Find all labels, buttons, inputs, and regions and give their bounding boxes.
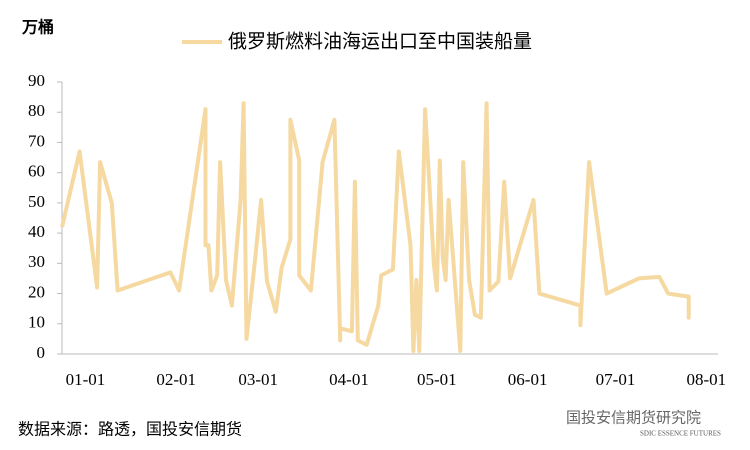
x-tick-label: 07-01 — [596, 370, 636, 389]
y-tick-label: 90 — [28, 71, 45, 90]
series-line — [60, 101, 691, 353]
y-tick-label: 10 — [28, 313, 45, 332]
y-tick-label: 40 — [28, 222, 45, 241]
x-tick-label: 08-01 — [686, 370, 726, 389]
source: 数据来源：路透，国投安信期货 — [18, 420, 242, 439]
y-tick-label: 60 — [28, 162, 45, 181]
x-tick-label: 06-01 — [508, 370, 548, 389]
y-tick-label: 30 — [28, 252, 45, 271]
y-tick-label: 70 — [28, 131, 45, 150]
x-tick-label: 03-01 — [238, 370, 278, 389]
x-tick-label: 01-01 — [66, 370, 106, 389]
x-tick-label: 05-01 — [417, 370, 457, 389]
x-tick-label: 04-01 — [329, 370, 369, 389]
y-tick-label: 50 — [28, 192, 45, 211]
logo-text: SDIC ESSENCE FUTURES — [640, 430, 721, 438]
y-tick-label: 20 — [28, 282, 45, 301]
watermark: 国投安信期货研究院 — [566, 409, 701, 427]
y-tick-label: 0 — [37, 343, 46, 362]
y-tick-label: 80 — [28, 101, 45, 120]
legend-label: 俄罗斯燃料油海运出口至中国装船量 — [228, 31, 532, 53]
unit-label: 万桶 — [21, 18, 54, 37]
x-tick-label: 02-01 — [156, 370, 196, 389]
